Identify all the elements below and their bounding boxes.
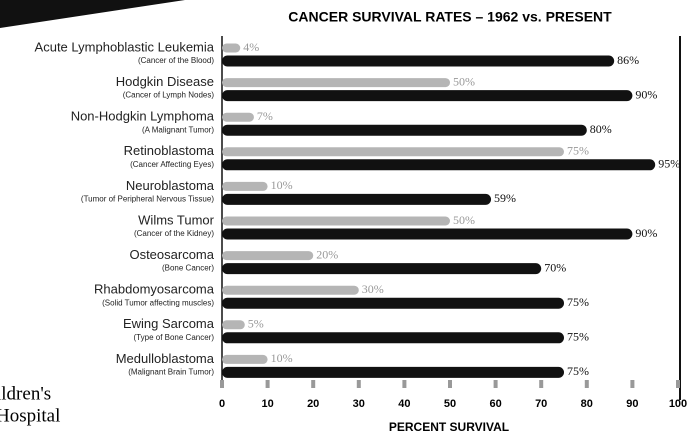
value-label: 90% xyxy=(635,87,657,101)
x-tick-label: 90 xyxy=(626,398,638,410)
category-label: Osteosarcoma xyxy=(129,247,214,262)
bar xyxy=(222,44,240,53)
value-label: 50% xyxy=(453,213,475,227)
category-label: Acute Lymphoblastic Leukemia xyxy=(35,39,215,54)
value-label: 80% xyxy=(590,122,612,136)
category-label: Wilms Tumor xyxy=(138,212,215,227)
category-note: (Tumor of Peripheral Nervous Tissue) xyxy=(81,195,214,204)
corner-shape xyxy=(0,0,185,28)
bar xyxy=(222,113,254,122)
bar xyxy=(222,182,268,191)
x-tick-label: 100 xyxy=(669,398,687,410)
value-label: 50% xyxy=(453,74,475,88)
value-label: 30% xyxy=(362,282,384,296)
bar xyxy=(222,332,564,343)
category-note: (Cancer of the Blood) xyxy=(138,56,214,65)
value-label: 59% xyxy=(494,191,516,205)
category-note: (Malignant Brain Tumor) xyxy=(128,368,214,377)
category-note: (Bone Cancer) xyxy=(162,264,214,273)
chart: CANCER SURVIVAL RATES – 1962 vs. PRESENT… xyxy=(0,0,687,436)
value-label: 75% xyxy=(567,144,589,158)
logo-text: Hospital xyxy=(0,405,60,426)
x-axis-label: PERCENT SURVIVAL xyxy=(389,420,509,434)
bar xyxy=(222,367,564,378)
category-note: (Cancer Affecting Eyes) xyxy=(130,160,214,169)
category-note: (Cancer of the Kidney) xyxy=(134,229,214,238)
value-label: 95% xyxy=(658,157,680,171)
bar xyxy=(222,194,491,205)
value-label: 70% xyxy=(544,260,566,274)
bar xyxy=(222,90,632,101)
value-label: 10% xyxy=(271,178,293,192)
bar xyxy=(222,229,632,240)
chart-title: CANCER SURVIVAL RATES – 1962 vs. PRESENT xyxy=(288,9,612,25)
value-label: 75% xyxy=(567,364,589,378)
value-label: 75% xyxy=(567,330,589,344)
value-label: 7% xyxy=(257,109,273,123)
bar xyxy=(222,217,450,226)
bar xyxy=(222,320,245,329)
value-label: 20% xyxy=(316,247,338,261)
x-tick-label: 0 xyxy=(219,398,225,410)
x-tick-label: 40 xyxy=(398,398,410,410)
x-tick-label: 60 xyxy=(489,398,501,410)
value-label: 86% xyxy=(617,53,639,67)
bar xyxy=(222,286,359,295)
bar xyxy=(222,263,541,274)
category-label: Ewing Sarcoma xyxy=(123,316,215,331)
category-label: Retinoblastoma xyxy=(124,143,215,158)
x-tick-label: 10 xyxy=(261,398,273,410)
category-label: Hodgkin Disease xyxy=(116,74,214,89)
bar xyxy=(222,78,450,87)
bar xyxy=(222,251,313,260)
category-note: (Type of Bone Cancer) xyxy=(134,333,215,342)
category-label: Non-Hodgkin Lymphoma xyxy=(71,109,215,124)
category-note: (Cancer of Lymph Nodes) xyxy=(123,91,215,100)
value-label: 90% xyxy=(635,226,657,240)
value-label: 75% xyxy=(567,295,589,309)
logo-text: ildren's xyxy=(0,383,51,404)
value-label: 10% xyxy=(271,351,293,365)
category-note: (Solid Tumor affecting muscles) xyxy=(102,298,214,307)
x-tick-label: 70 xyxy=(535,398,547,410)
bar xyxy=(222,355,268,364)
x-tick-label: 20 xyxy=(307,398,319,410)
value-label: 5% xyxy=(248,317,264,331)
bar xyxy=(222,56,614,67)
bar xyxy=(222,125,587,136)
category-label: Neuroblastoma xyxy=(126,178,215,193)
x-tick-label: 50 xyxy=(444,398,456,410)
category-label: Medulloblastoma xyxy=(116,351,215,366)
value-label: 4% xyxy=(243,40,259,54)
bar xyxy=(222,159,655,170)
bar xyxy=(222,298,564,309)
x-tick-label: 30 xyxy=(353,398,365,410)
bar xyxy=(222,147,564,156)
category-note: (A Malignant Tumor) xyxy=(142,125,214,134)
category-label: Rhabdomyosarcoma xyxy=(94,282,215,297)
x-tick-label: 80 xyxy=(581,398,593,410)
